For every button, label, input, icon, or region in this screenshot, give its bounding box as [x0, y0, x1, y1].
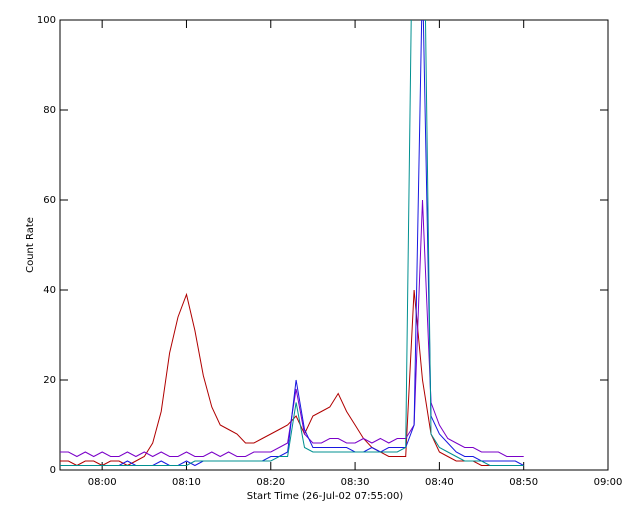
x-tick-label: 08:40 — [425, 477, 454, 488]
x-tick-label: 08:10 — [172, 477, 201, 488]
x-tick-label: 08:30 — [341, 477, 370, 488]
x-axis-title: Start Time (26-Jul-02 07:55:00) — [247, 491, 404, 502]
y-tick-label: 40 — [43, 285, 56, 296]
y-tick-label: 20 — [43, 375, 56, 386]
data-line — [60, 20, 524, 466]
x-tick-label: 08:50 — [509, 477, 538, 488]
y-tick-label: 100 — [37, 15, 56, 26]
y-axis-title: Count Rate — [25, 217, 36, 273]
y-tick-label: 80 — [43, 105, 56, 116]
data-line — [60, 20, 524, 467]
x-tick-label: 08:20 — [256, 477, 285, 488]
data-line — [60, 289, 524, 467]
x-tick-label: 09:00 — [594, 477, 623, 488]
x-tick-label: 08:00 — [88, 477, 117, 488]
y-tick-label: 0 — [50, 465, 56, 476]
y-tick-label: 60 — [43, 195, 56, 206]
plot-area — [60, 20, 524, 467]
plot-frame — [59, 19, 609, 471]
